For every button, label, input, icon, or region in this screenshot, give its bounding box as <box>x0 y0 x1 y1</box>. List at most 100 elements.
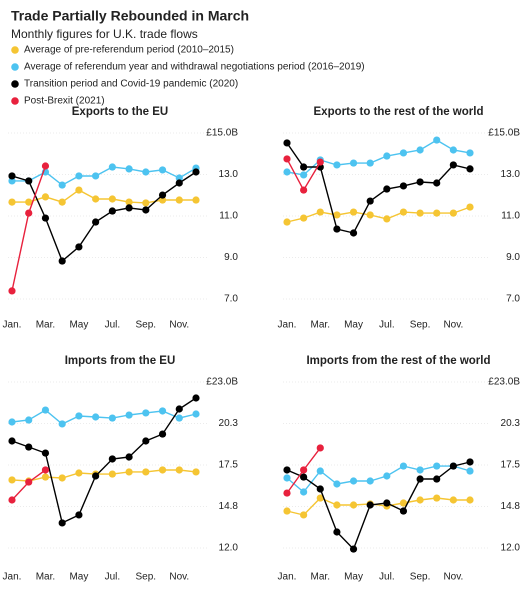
y-tick-label: 13.0 <box>219 169 239 180</box>
data-point <box>58 181 66 189</box>
data-point <box>300 163 308 171</box>
data-point <box>416 146 424 154</box>
data-point <box>383 499 391 507</box>
series-line <box>11 171 197 263</box>
data-point <box>108 207 116 215</box>
data-point <box>349 477 358 485</box>
chart-title: Trade Partially Rebounded in March <box>11 8 249 24</box>
data-point <box>175 179 183 187</box>
data-point <box>158 166 167 174</box>
y-tick-label: 13.0 <box>501 169 521 180</box>
data-point <box>333 225 341 233</box>
data-point <box>75 243 83 251</box>
data-point <box>92 472 100 480</box>
data-point <box>416 475 424 483</box>
x-tick-label: May <box>344 572 363 583</box>
series-line <box>286 465 471 493</box>
data-point <box>41 449 50 457</box>
panel-title: Imports from the rest of the world <box>306 355 490 367</box>
y-tick-label: 17.5 <box>501 460 521 471</box>
panel-title: Exports to the EU <box>72 106 168 118</box>
data-point <box>316 158 324 166</box>
data-point <box>92 195 100 203</box>
data-point <box>366 197 374 205</box>
data-point <box>175 414 183 422</box>
x-tick-label: Nov. <box>443 572 463 583</box>
data-point <box>142 409 150 417</box>
data-point <box>41 214 50 222</box>
data-point <box>92 218 100 226</box>
data-point <box>175 466 183 474</box>
x-tick-label: Mar. <box>36 572 55 583</box>
data-point <box>283 507 291 515</box>
data-point <box>316 467 324 475</box>
y-tick-label: £23.0B <box>488 377 520 388</box>
data-point <box>41 193 50 201</box>
legend-label: Average of referendum year and withdrawa… <box>24 62 365 73</box>
x-tick-label: Mar. <box>36 320 55 331</box>
y-tick-label: 20.3 <box>219 418 239 429</box>
data-point <box>433 475 441 483</box>
data-point <box>125 453 133 461</box>
x-tick-label: Sep. <box>136 320 157 331</box>
data-point <box>433 136 441 144</box>
data-point <box>433 462 441 470</box>
data-point <box>333 528 341 536</box>
legend-marker <box>11 63 19 71</box>
data-point <box>466 458 474 466</box>
data-point <box>283 218 291 226</box>
data-point <box>399 507 408 515</box>
data-point <box>366 501 374 509</box>
x-tick-label: Jul. <box>105 320 121 331</box>
legend-label: Average of pre-referendum period (2010–2… <box>24 45 234 56</box>
data-point <box>92 172 100 180</box>
data-point <box>125 198 133 206</box>
data-point <box>300 214 308 222</box>
data-point <box>108 195 116 203</box>
data-point <box>349 545 358 553</box>
series-line <box>12 189 196 204</box>
y-tick-label: 20.3 <box>501 418 521 429</box>
data-point <box>316 444 324 452</box>
data-point <box>333 480 341 488</box>
x-tick-label: Jul. <box>379 572 395 583</box>
data-point <box>349 159 358 167</box>
data-point <box>333 161 341 169</box>
data-point <box>125 165 133 173</box>
x-tick-label: May <box>69 320 88 331</box>
data-point <box>192 168 200 176</box>
data-point <box>125 411 133 419</box>
data-point <box>399 462 408 470</box>
data-point <box>75 172 83 180</box>
data-point <box>333 211 341 219</box>
legend-marker <box>11 97 19 105</box>
data-point <box>142 468 150 476</box>
data-point <box>75 412 83 420</box>
data-point <box>283 168 291 176</box>
y-tick-label: 9.0 <box>506 252 520 263</box>
data-point <box>399 149 408 157</box>
data-point <box>41 162 50 170</box>
x-tick-label: Sep. <box>410 572 431 583</box>
data-point <box>8 496 16 504</box>
data-point <box>283 474 291 482</box>
x-tick-label: Sep. <box>136 572 157 583</box>
data-point <box>8 172 16 180</box>
data-point <box>25 209 33 217</box>
data-point <box>399 182 408 190</box>
data-point <box>349 208 358 216</box>
y-tick-label: 7.0 <box>224 294 238 305</box>
data-point <box>433 494 441 502</box>
data-point <box>449 496 457 504</box>
panel-title: Exports to the rest of the world <box>314 106 484 118</box>
legend-marker <box>11 80 19 88</box>
panel-title: Imports from the EU <box>65 355 176 367</box>
y-tick-label: 9.0 <box>224 252 238 263</box>
data-point <box>383 152 391 160</box>
data-point <box>349 501 358 509</box>
x-tick-label: May <box>344 320 363 331</box>
data-point <box>158 196 167 204</box>
data-point <box>300 171 308 179</box>
data-point <box>25 416 33 424</box>
